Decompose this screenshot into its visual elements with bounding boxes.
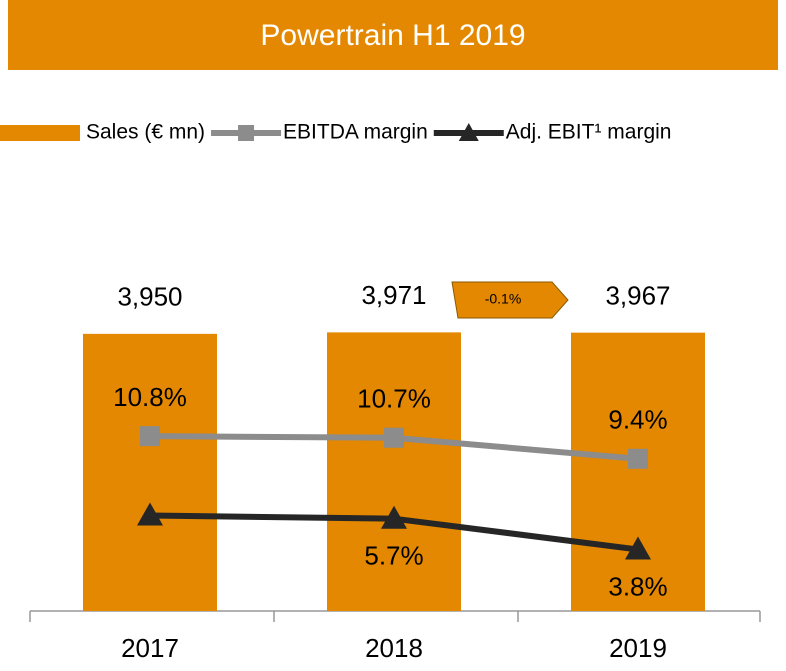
x-tick-label: 2019 bbox=[609, 633, 667, 663]
line-value-label: 10.8% bbox=[113, 382, 187, 412]
bar bbox=[83, 333, 217, 611]
line-value-label: 5.7% bbox=[364, 541, 423, 571]
marker bbox=[384, 427, 404, 448]
bar-value-label: 3,967 bbox=[605, 281, 670, 311]
line-value-label: 3.8% bbox=[608, 571, 667, 601]
marker bbox=[381, 505, 407, 529]
bar bbox=[571, 332, 705, 611]
legend-marker bbox=[238, 125, 255, 141]
change-badge bbox=[451, 281, 569, 319]
bar-value-label: 3,971 bbox=[361, 280, 426, 310]
chart-title: Powertrain H1 2019 bbox=[260, 19, 525, 52]
x-tick-label: 2018 bbox=[365, 633, 423, 663]
legend-label: Adj. EBIT¹ margin bbox=[506, 121, 672, 144]
bar-value-label: 3,950 bbox=[117, 282, 182, 312]
marker bbox=[628, 448, 648, 469]
marker bbox=[137, 502, 163, 526]
line-value-label: 10.7% bbox=[357, 384, 431, 414]
marker bbox=[140, 426, 160, 447]
bar bbox=[327, 332, 461, 611]
x-tick-label: 2017 bbox=[121, 633, 179, 663]
marker bbox=[625, 536, 651, 560]
title-banner bbox=[8, 0, 778, 70]
annotation: -0.1% bbox=[485, 291, 522, 307]
legend-marker bbox=[458, 123, 479, 141]
line-value-label: 9.4% bbox=[608, 405, 667, 435]
legend-label: EBITDA margin bbox=[283, 121, 428, 144]
legend-swatch bbox=[0, 125, 80, 141]
legend-label: Sales (€ mn) bbox=[86, 121, 205, 144]
